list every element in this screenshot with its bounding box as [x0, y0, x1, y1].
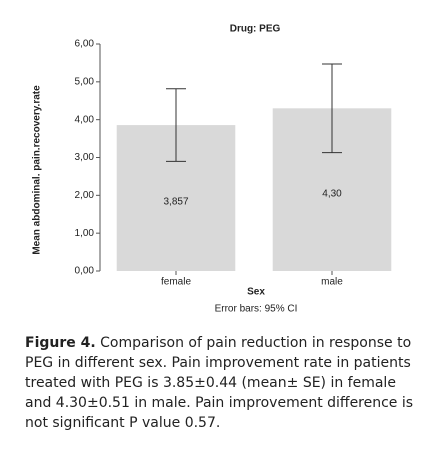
- caption-label: Figure 4.: [25, 335, 96, 351]
- error-bar: [322, 63, 342, 154]
- value-label: 4,30: [322, 188, 342, 199]
- caption: Figure 4. Comparison of pain reduction i…: [25, 333, 417, 433]
- x-axis-label: Sex: [247, 287, 265, 298]
- y-tick-label: 0,00: [75, 266, 95, 277]
- x-tick-label: male: [321, 277, 343, 288]
- y-tick-label: 2,00: [75, 190, 95, 201]
- x-tick-label: female: [161, 277, 191, 288]
- note: Error bars: 95% CI: [215, 304, 298, 315]
- error-bar: [166, 88, 186, 162]
- y-tick-label: 4,00: [75, 114, 95, 125]
- chart-title: Drug: PEG: [230, 24, 281, 35]
- caption-text: Comparison of pain reduction in response…: [25, 335, 414, 431]
- y-tick-label: 3,00: [75, 152, 95, 163]
- y-tick-label: 6,00: [75, 39, 95, 50]
- y-tick-label: 5,00: [75, 76, 95, 87]
- chart: Drug: PEG Mean abdominal. pain.recovery.…: [32, 24, 392, 315]
- y-axis-label: Mean abdominal. pain.recovery.rate: [32, 85, 43, 255]
- y-tick-label: 1,00: [75, 228, 95, 239]
- value-label: 3,857: [163, 197, 188, 208]
